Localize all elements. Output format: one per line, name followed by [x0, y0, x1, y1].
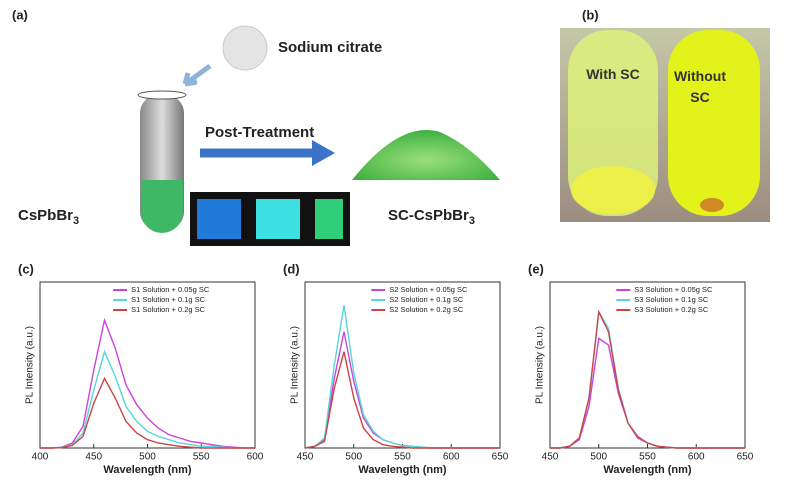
tube-right-solid — [700, 198, 724, 212]
citrate-icon — [222, 25, 268, 71]
x-tick-label: 500 — [590, 452, 607, 463]
x-tick-label: 550 — [394, 452, 411, 463]
formula: CsPbBr — [18, 207, 73, 224]
legend-label: S2 Solution + 0.2g SC — [389, 305, 464, 314]
legend-label: S2 Solution + 0.05g SC — [389, 285, 468, 294]
x-tick-label: 400 — [32, 452, 49, 463]
legend-label: S3 Solution + 0.2g SC — [634, 305, 709, 314]
tube-label: With SC — [586, 66, 640, 82]
sample-blue — [197, 199, 241, 239]
arrow-head — [312, 140, 335, 166]
tube-right — [668, 30, 760, 216]
panel-label: (c) — [18, 261, 34, 276]
x-tick-label: 550 — [639, 452, 656, 463]
x-tick-label: 500 — [139, 452, 156, 463]
tube-liquid — [141, 180, 183, 233]
formula-sub: 3 — [469, 215, 475, 227]
x-tick-label: 600 — [247, 452, 264, 463]
product-label: SC-CsPbBr3 — [388, 207, 475, 227]
process-label: Post-Treatment — [205, 124, 314, 141]
sample-cyan — [256, 199, 300, 239]
x-tick-label: 450 — [297, 452, 314, 463]
x-tick-label: 600 — [443, 452, 460, 463]
legend-label: S3 Solution + 0.05g SC — [634, 285, 713, 294]
legend-label: S2 Solution + 0.1g SC — [389, 295, 464, 304]
y-axis-label: PL Intensity (a.u.) — [25, 326, 36, 404]
tube-left — [568, 30, 658, 216]
precursor-label: CsPbBr3 — [18, 207, 79, 227]
formula: SC-CsPbBr — [388, 207, 469, 224]
legend-label: S1 Solution + 0.05g SC — [131, 285, 210, 294]
y-axis-label: PL Intensity (a.u.) — [290, 326, 301, 404]
x-tick-label: 650 — [737, 452, 754, 463]
x-axis-label: Wavelength (nm) — [103, 464, 192, 476]
spectrum-line — [550, 309, 745, 449]
x-axis-label: Wavelength (nm) — [603, 464, 692, 476]
legend-label: S3 Solution + 0.1g SC — [634, 295, 709, 304]
x-tick-label: 650 — [492, 452, 509, 463]
x-tick-label: 450 — [542, 452, 559, 463]
panel-label: (b) — [582, 7, 599, 22]
tube-rim — [137, 90, 187, 100]
spectrum-line — [550, 337, 745, 449]
product-powder — [352, 130, 500, 180]
legend-label: S1 Solution + 0.1g SC — [131, 295, 206, 304]
x-tick-label: 600 — [688, 452, 705, 463]
x-axis-label: Wavelength (nm) — [358, 464, 447, 476]
panel-label: (a) — [12, 7, 28, 22]
tube-left-solid — [571, 166, 655, 214]
tube-label: Without SC — [674, 68, 726, 105]
panel-label: (e) — [528, 261, 544, 276]
spectrum-line — [304, 351, 500, 449]
spectrum-line — [40, 317, 255, 449]
sample-green — [315, 199, 343, 239]
reagent-label: Sodium citrate — [278, 39, 382, 56]
add-arrow — [182, 63, 212, 87]
spectrum-line — [40, 376, 255, 449]
x-tick-label: 550 — [193, 452, 210, 463]
spectrum-line — [550, 309, 745, 449]
x-tick-label: 500 — [345, 452, 362, 463]
x-tick-label: 450 — [85, 452, 102, 463]
y-axis-label: PL Intensity (a.u.) — [535, 326, 546, 404]
panel-label: (d) — [283, 261, 300, 276]
formula-sub: 3 — [73, 215, 79, 227]
legend-label: S1 Solution + 0.2g SC — [131, 305, 206, 314]
spectrum-line — [40, 349, 255, 449]
